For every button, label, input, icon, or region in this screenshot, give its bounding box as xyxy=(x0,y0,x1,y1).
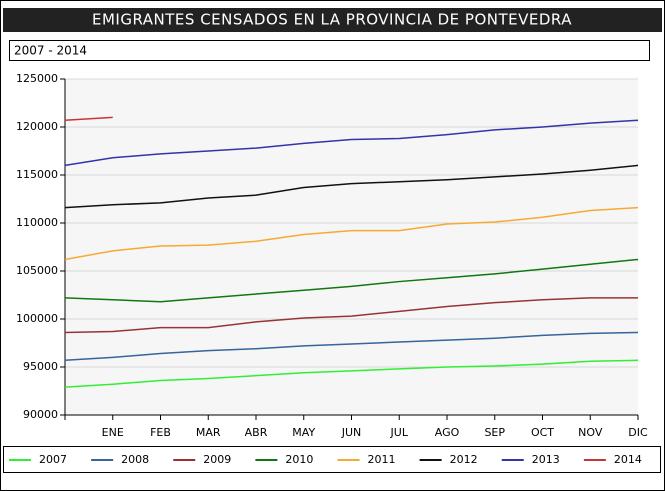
x-tick-label: MAR xyxy=(196,426,221,439)
x-tick-label: ENE xyxy=(102,426,124,439)
x-tick-label: AGO xyxy=(435,426,460,439)
legend-label: 2011 xyxy=(368,453,396,466)
legend-label: 2009 xyxy=(203,453,231,466)
legend-label: 2007 xyxy=(39,453,67,466)
chart-subtitle: 2007 - 2014 xyxy=(14,44,87,58)
series-line xyxy=(64,258,639,303)
legend-label: 2012 xyxy=(450,453,478,466)
legend-label: 2008 xyxy=(121,453,149,466)
y-tick-label: 100000 xyxy=(16,312,58,325)
y-tick-label: 125000 xyxy=(16,72,58,85)
y-tick-label: 115000 xyxy=(16,168,58,181)
x-tick-label: NOV xyxy=(578,426,603,439)
series-line xyxy=(64,206,639,261)
x-tick-label: JUL xyxy=(390,426,409,439)
y-tick-label: 110000 xyxy=(16,216,58,229)
series-line xyxy=(64,331,639,362)
y-tick-label: 120000 xyxy=(16,120,58,133)
x-tick-label: DIC xyxy=(628,426,648,439)
series-line xyxy=(64,164,639,209)
y-tick-label: 105000 xyxy=(16,264,58,277)
x-tick-label: OCT xyxy=(531,426,554,439)
x-tick-label: FEB xyxy=(150,426,171,439)
legend-label: 2013 xyxy=(532,453,560,466)
legend-label: 2014 xyxy=(614,453,642,466)
legend-box xyxy=(3,446,661,473)
subtitle-box xyxy=(9,40,650,61)
title-bar xyxy=(3,8,662,32)
legend-label: 2010 xyxy=(285,453,313,466)
x-tick-label: JUN xyxy=(341,426,362,439)
x-tick-label: ABR xyxy=(245,426,268,439)
x-tick-label: SEP xyxy=(484,426,505,439)
series-line xyxy=(64,359,639,388)
y-tick-label: 90000 xyxy=(23,408,58,421)
plot-area xyxy=(65,79,638,415)
chart-title: EMIGRANTES CENSADOS EN LA PROVINCIA DE P… xyxy=(92,11,572,29)
series-line xyxy=(64,119,639,167)
y-tick-label: 95000 xyxy=(23,360,58,373)
series-line xyxy=(64,297,638,334)
x-tick-label: MAY xyxy=(292,426,315,439)
series-line xyxy=(64,116,113,122)
